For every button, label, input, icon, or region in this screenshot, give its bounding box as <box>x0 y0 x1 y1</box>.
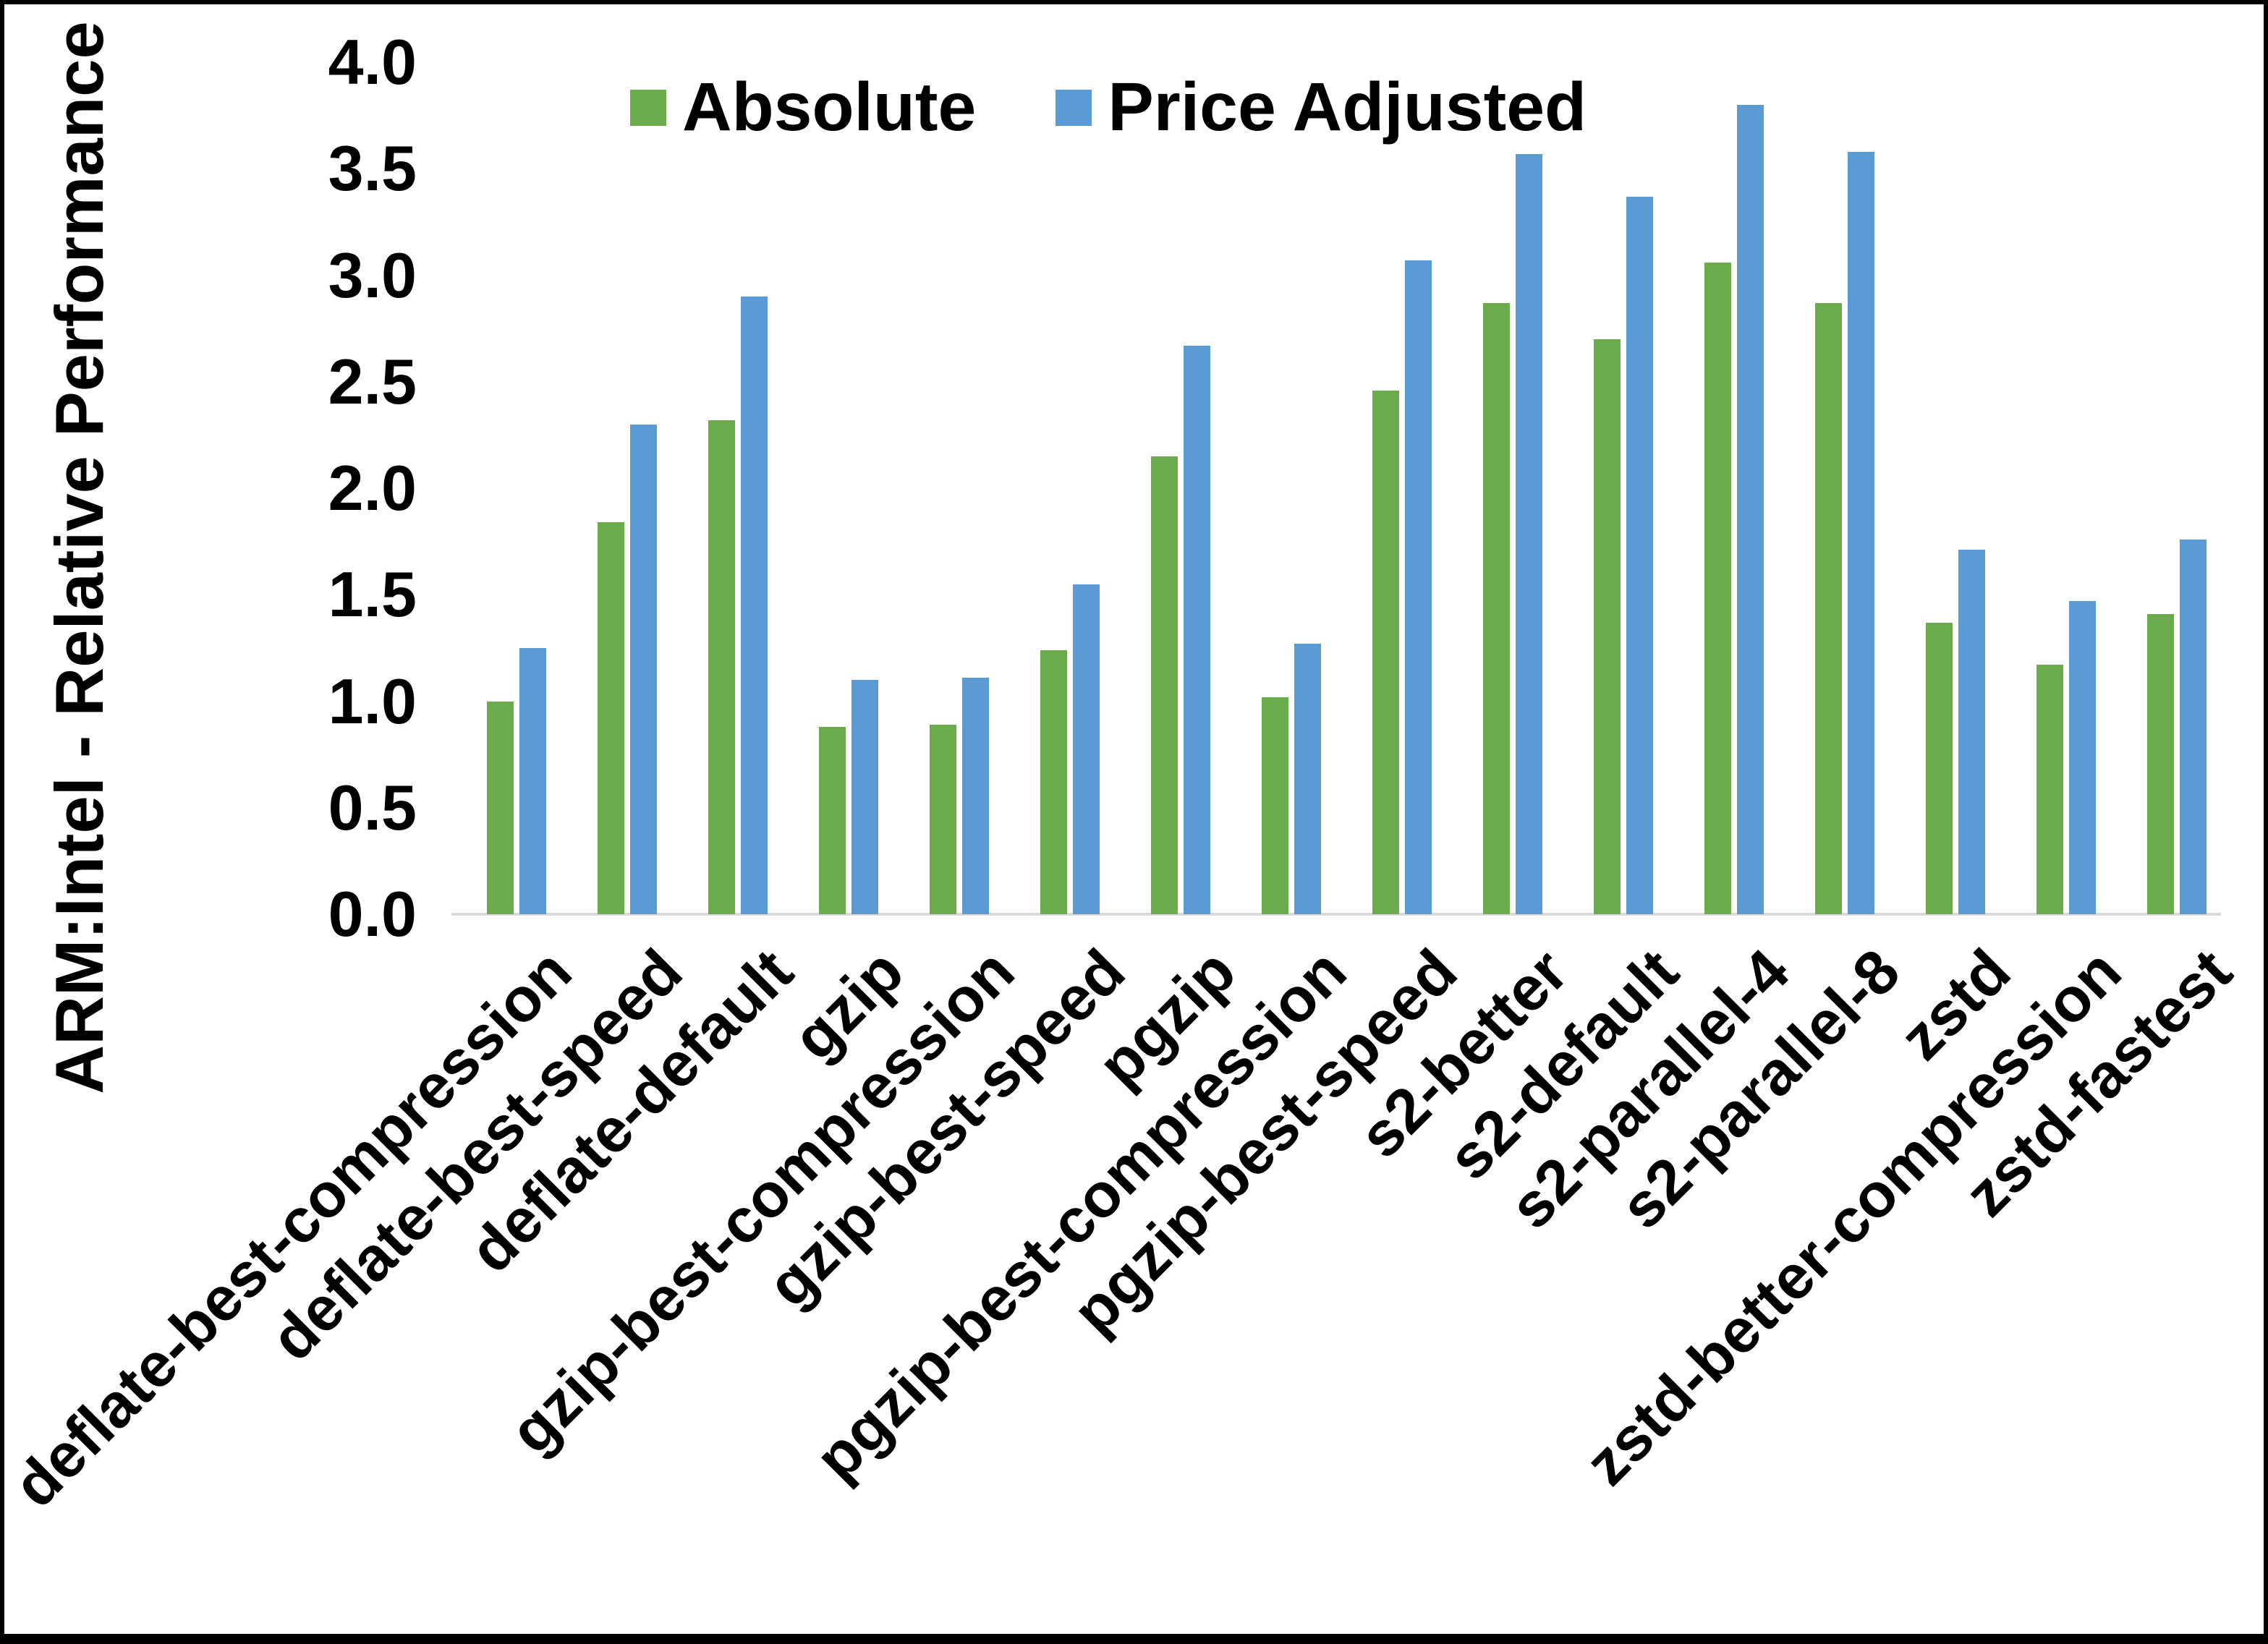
bar-price-adjusted-gzip-best-compression <box>962 678 989 914</box>
bar-absolute-s2-parallel-4 <box>1704 262 1731 914</box>
bar-price-adjusted-zstd-better-compression <box>2069 601 2096 914</box>
legend-swatch-price-adjusted <box>1056 89 1092 126</box>
bar-price-adjusted-zstd-fastest <box>2180 539 2207 914</box>
y-tick-label: 4.0 <box>328 26 417 98</box>
bar-price-adjusted-deflate-best-compression <box>519 647 546 914</box>
bar-price-adjusted-s2-parallel-8 <box>1848 151 1874 914</box>
y-tick-label: 2.0 <box>328 452 417 524</box>
bar-absolute-zstd-fastest <box>2147 613 2174 914</box>
legend-swatch-absolute <box>630 89 666 126</box>
x-axis-line <box>451 913 2221 916</box>
bar-absolute-pgzip <box>1151 456 1178 914</box>
bar-price-adjusted-zstd <box>1958 550 1985 914</box>
bar-absolute-deflate-best-speed <box>598 522 624 914</box>
y-tick-label: 1.5 <box>328 558 417 631</box>
bar-price-adjusted-deflate-best-speed <box>630 424 657 914</box>
legend-item-absolute: Absolute <box>630 68 976 147</box>
y-tick-label: 0.0 <box>328 878 417 950</box>
y-axis-title: ARM:Intel - Relative Performance <box>41 21 117 1094</box>
bar-price-adjusted-gzip <box>851 680 878 914</box>
bar-price-adjusted-s2-better <box>1516 153 1542 914</box>
bar-absolute-deflate-best-compression <box>487 701 514 914</box>
bar-absolute-pgzip-best-speed <box>1372 390 1399 914</box>
bar-absolute-gzip-best-compression <box>930 724 956 914</box>
bar-price-adjusted-deflate-default <box>741 296 768 914</box>
y-tick-label: 3.5 <box>328 132 417 205</box>
bar-absolute-zstd-better-compression <box>2036 665 2063 914</box>
bar-absolute-pgzip-best-compression <box>1262 697 1288 914</box>
legend-item-price-adjusted: Price Adjusted <box>1056 68 1587 147</box>
bar-price-adjusted-pgzip-best-compression <box>1294 643 1321 914</box>
legend-label-price-adjusted: Price Adjusted <box>1108 69 1587 145</box>
y-tick-label: 2.5 <box>328 345 417 417</box>
bar-absolute-s2-better <box>1483 302 1510 914</box>
bar-absolute-gzip-best-speed <box>1040 649 1067 914</box>
bar-price-adjusted-s2-default <box>1626 196 1653 914</box>
y-tick-label: 3.0 <box>328 239 417 311</box>
bar-price-adjusted-gzip-best-speed <box>1073 584 1100 914</box>
bar-absolute-gzip <box>819 726 846 914</box>
y-tick-label: 1.0 <box>328 665 417 737</box>
bar-absolute-s2-default <box>1594 338 1621 914</box>
bar-price-adjusted-pgzip-best-speed <box>1405 260 1432 914</box>
bar-price-adjusted-pgzip <box>1184 345 1210 914</box>
y-tick-label: 0.5 <box>328 771 417 843</box>
bar-absolute-zstd <box>1926 622 1953 914</box>
legend: Absolute Price Adjusted <box>630 68 1587 147</box>
legend-label-absolute: Absolute <box>682 69 977 145</box>
bar-absolute-s2-parallel-8 <box>1815 302 1842 914</box>
bar-absolute-deflate-default <box>708 419 735 914</box>
bar-price-adjusted-s2-parallel-4 <box>1737 104 1764 914</box>
